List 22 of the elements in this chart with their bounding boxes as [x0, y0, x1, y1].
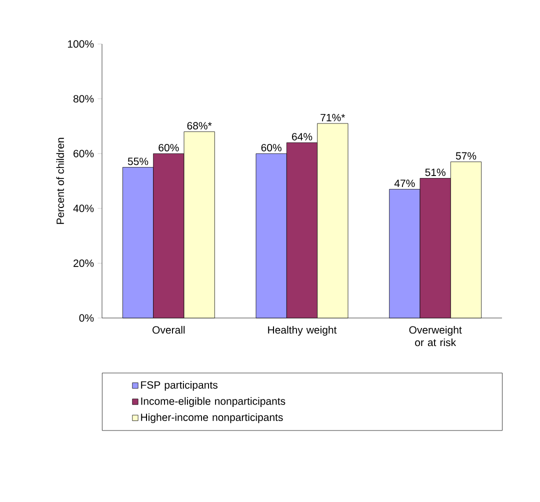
x-tick-label: Healthy weight	[268, 326, 337, 336]
y-tick-label: 100%	[68, 40, 94, 48]
data-label: 51%	[425, 168, 446, 176]
y-tick-label: 20%	[74, 259, 94, 267]
data-label: 71%*	[320, 114, 346, 122]
data-label: 60%	[158, 144, 179, 152]
data-label: 47%	[394, 180, 415, 188]
y-tick-label: 40%	[73, 204, 94, 212]
y-tick-label: 60%	[74, 150, 94, 158]
legend-label: Income-eligible nonparticipants	[141, 397, 286, 407]
data-label: 57%	[456, 152, 476, 160]
data-label: 60%	[261, 144, 282, 152]
data-label: 68%*	[187, 122, 212, 130]
data-label: 55%	[128, 158, 148, 166]
legend-label: Higher-income nonparticipants	[141, 413, 283, 424]
x-tick-label: Overweight or at risk	[409, 326, 462, 346]
y-tick-label: 80%	[73, 95, 94, 103]
legend-label: FSP participants	[141, 380, 218, 391]
data-label: 64%	[292, 133, 312, 140]
y-axis-title: Percent of children	[56, 138, 64, 224]
x-tick-label: Overall	[152, 326, 185, 334]
y-tick-label: 0%	[79, 314, 94, 322]
